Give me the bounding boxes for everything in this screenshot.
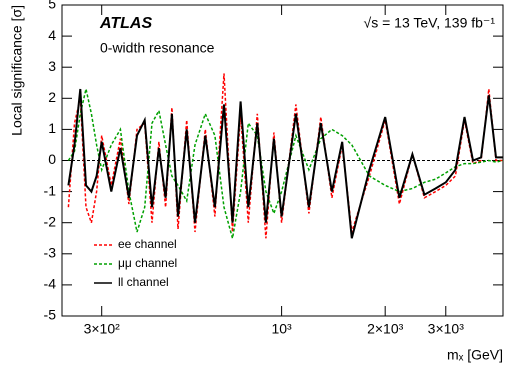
y-axis-label: Local significance [σ] bbox=[9, 5, 25, 136]
y-tick-label: -3 bbox=[44, 245, 57, 261]
legend-label: ll channel bbox=[118, 275, 169, 289]
y-tick-label: -1 bbox=[44, 182, 57, 198]
legend-label: ee channel bbox=[118, 237, 177, 251]
y-tick-label: 4 bbox=[48, 27, 56, 43]
series-line bbox=[67, 88, 503, 239]
x-tick-label: 2×10³ bbox=[367, 321, 404, 337]
x-tick-label: 3×10³ bbox=[428, 321, 465, 337]
y-tick-label: 5 bbox=[48, 0, 56, 12]
legend-label: μμ channel bbox=[118, 256, 177, 270]
series-line bbox=[67, 88, 504, 239]
y-tick-label: 0 bbox=[48, 151, 56, 167]
series-line bbox=[67, 73, 503, 239]
x-tick-label: 10³ bbox=[271, 321, 292, 337]
y-tick-label: 1 bbox=[48, 120, 56, 136]
energy-label: √s = 13 TeV, 139 fb⁻¹ bbox=[364, 15, 496, 31]
y-tick-label: 2 bbox=[48, 89, 56, 105]
y-tick-label: -4 bbox=[44, 276, 57, 292]
experiment-label: ATLAS bbox=[99, 15, 152, 32]
x-axis-label: mₓ [GeV] bbox=[447, 347, 503, 363]
y-tick-label: -2 bbox=[44, 213, 57, 229]
y-tick-label: 3 bbox=[48, 58, 56, 74]
y-tick-label: -5 bbox=[44, 307, 57, 323]
model-label: 0-width resonance bbox=[100, 40, 215, 56]
x-tick-label: 3×10² bbox=[84, 321, 121, 337]
